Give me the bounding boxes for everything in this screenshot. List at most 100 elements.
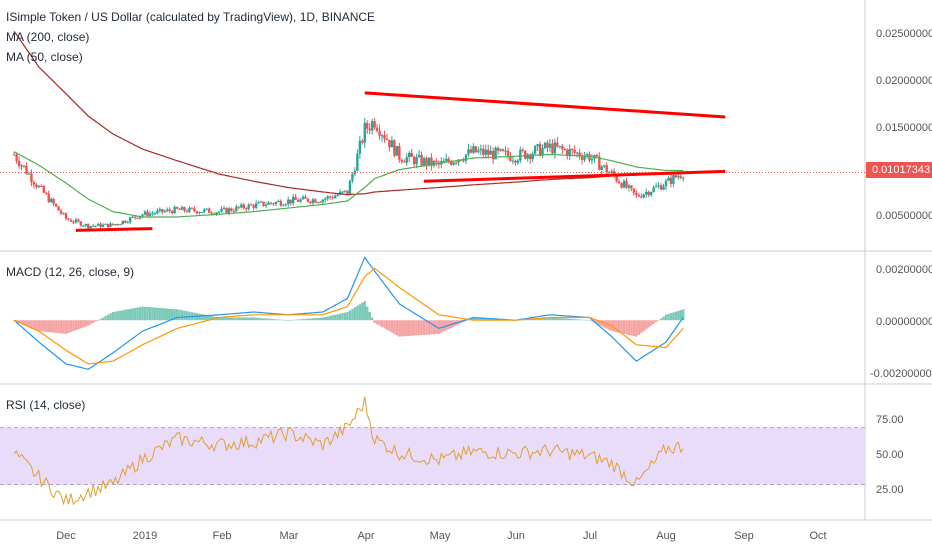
macd-histogram-bar <box>326 316 329 321</box>
ma50-legend: MA (50, close) <box>6 50 83 64</box>
macd-histogram-bar <box>551 317 554 321</box>
macd-histogram-bar <box>679 310 683 321</box>
macd-histogram-bar <box>408 320 411 336</box>
candle-body <box>657 185 660 187</box>
candle-body <box>558 146 562 148</box>
candle-body <box>128 217 132 223</box>
macd-histogram-bar <box>40 320 43 332</box>
time-tick: Aug <box>656 530 676 542</box>
candle-body <box>620 183 623 188</box>
candle-body <box>220 208 223 212</box>
macd-histogram-bar <box>101 317 105 321</box>
candle-body <box>496 147 500 151</box>
macd-histogram-bar <box>17 320 21 323</box>
macd-histogram-bar <box>538 318 542 321</box>
macd-histogram-bar <box>385 320 389 330</box>
macd-histogram-bar <box>603 320 606 328</box>
macd-histogram-bar <box>237 317 241 321</box>
candle-body <box>435 160 438 163</box>
macd-histogram-bar <box>580 319 584 321</box>
candle-body <box>642 194 645 198</box>
candle-body <box>442 161 445 163</box>
candle-body <box>477 150 480 153</box>
candle-body <box>504 150 507 152</box>
candle-body <box>556 142 559 147</box>
macd-histogram-bar <box>477 317 480 321</box>
macd-histogram-bar <box>203 314 206 321</box>
macd-line <box>13 256 684 371</box>
macd-histogram-bar <box>324 316 327 321</box>
candle-body <box>87 224 90 229</box>
candle-body <box>252 205 255 208</box>
candle-body <box>336 194 339 196</box>
candle-body <box>74 219 78 223</box>
candle-body <box>454 162 458 164</box>
candle-body <box>227 208 231 213</box>
candle-body <box>615 175 618 182</box>
candle-body <box>341 191 344 193</box>
macd-histogram-bar <box>563 318 566 321</box>
candle-body <box>245 208 248 210</box>
candle-body <box>630 185 633 189</box>
macd-histogram-bar <box>242 317 245 321</box>
macd-histogram-bar <box>47 320 50 333</box>
candle-body <box>158 209 162 211</box>
candle-body <box>649 191 653 196</box>
candle-body <box>635 192 638 195</box>
candle-body <box>15 154 18 162</box>
macd-histogram-bar <box>146 306 149 321</box>
candle-body <box>328 196 332 198</box>
macd-histogram-bar <box>672 312 675 321</box>
candle-body <box>590 158 594 161</box>
candle-body <box>17 161 21 167</box>
macd-histogram-bar <box>291 319 295 321</box>
candle-body <box>598 156 601 170</box>
candle-body <box>472 146 475 153</box>
candle-body <box>509 155 512 161</box>
candle-body <box>682 177 685 179</box>
candle-body <box>205 208 208 210</box>
macd-histogram-bar <box>403 320 406 337</box>
candle-body <box>195 211 199 214</box>
macd-histogram-bar <box>54 320 58 333</box>
macd-histogram-bar <box>20 320 23 324</box>
candle-body <box>659 185 663 190</box>
candle-body <box>491 150 495 160</box>
candle-body <box>375 127 379 131</box>
macd-histogram-bar <box>395 320 399 336</box>
macd-histogram-bar <box>79 320 83 329</box>
macd-histogram-bar <box>484 318 487 321</box>
macd-histogram-bar <box>400 320 404 337</box>
macd-histogram-bar <box>445 320 448 331</box>
candle-body <box>358 140 362 154</box>
macd-histogram-bar <box>464 320 468 322</box>
candle-body <box>531 153 534 160</box>
macd-histogram-bar <box>133 307 137 321</box>
macd-histogram-bar <box>277 319 280 321</box>
candle-body <box>521 149 524 151</box>
macd-histogram-bar <box>489 318 492 321</box>
candle-body <box>528 154 532 160</box>
macd-histogram-bar <box>57 320 60 334</box>
macd-histogram-bar <box>72 320 75 332</box>
candle-body <box>289 199 292 204</box>
macd-histogram-bar <box>168 308 171 321</box>
candle-body <box>188 207 191 212</box>
candle-body <box>331 197 334 199</box>
candle-body <box>672 175 675 184</box>
candle-body <box>467 149 470 155</box>
candle-body <box>247 204 250 210</box>
macd-histogram-bar <box>566 318 569 321</box>
candle-body <box>378 130 381 136</box>
macd-histogram-bar <box>341 313 344 321</box>
candle-body <box>449 161 453 165</box>
macd-histogram-bar <box>180 310 184 321</box>
candle-body <box>136 217 139 219</box>
macd-legend: MACD (12, 26, close, 9) <box>6 265 135 279</box>
candle-body <box>151 213 154 215</box>
macd-histogram-bar <box>252 317 255 321</box>
candle-body <box>215 212 218 215</box>
macd-histogram-bar <box>304 318 307 321</box>
candle-body <box>208 208 211 213</box>
